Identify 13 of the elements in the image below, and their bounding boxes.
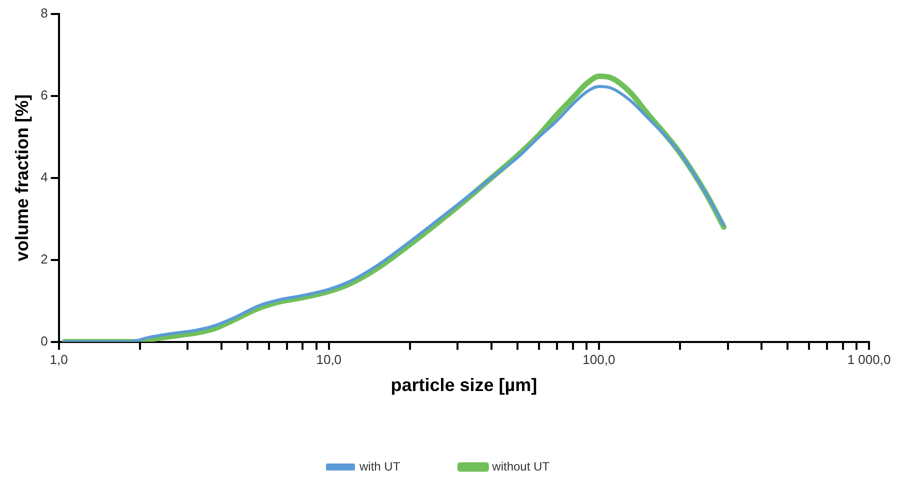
x-tick-label: 1 000,0 bbox=[847, 352, 891, 368]
y-axis-title: volume fraction [%] bbox=[12, 94, 32, 262]
legend-label: without UT bbox=[491, 459, 550, 474]
legend-label: with UT bbox=[358, 459, 401, 474]
y-tick-label: 4 bbox=[40, 169, 48, 184]
y-tick-label: 0 bbox=[40, 333, 48, 348]
y-tick-label: 8 bbox=[40, 6, 48, 21]
x-axis-title: particle size [µm] bbox=[390, 375, 538, 396]
y-tick-label: 2 bbox=[40, 251, 48, 266]
y-tick-label: 6 bbox=[40, 88, 48, 103]
x-tick-label: 100,0 bbox=[582, 352, 616, 368]
x-tick-label: 1,0 bbox=[50, 352, 68, 368]
x-tick-label: 10,0 bbox=[316, 352, 342, 368]
